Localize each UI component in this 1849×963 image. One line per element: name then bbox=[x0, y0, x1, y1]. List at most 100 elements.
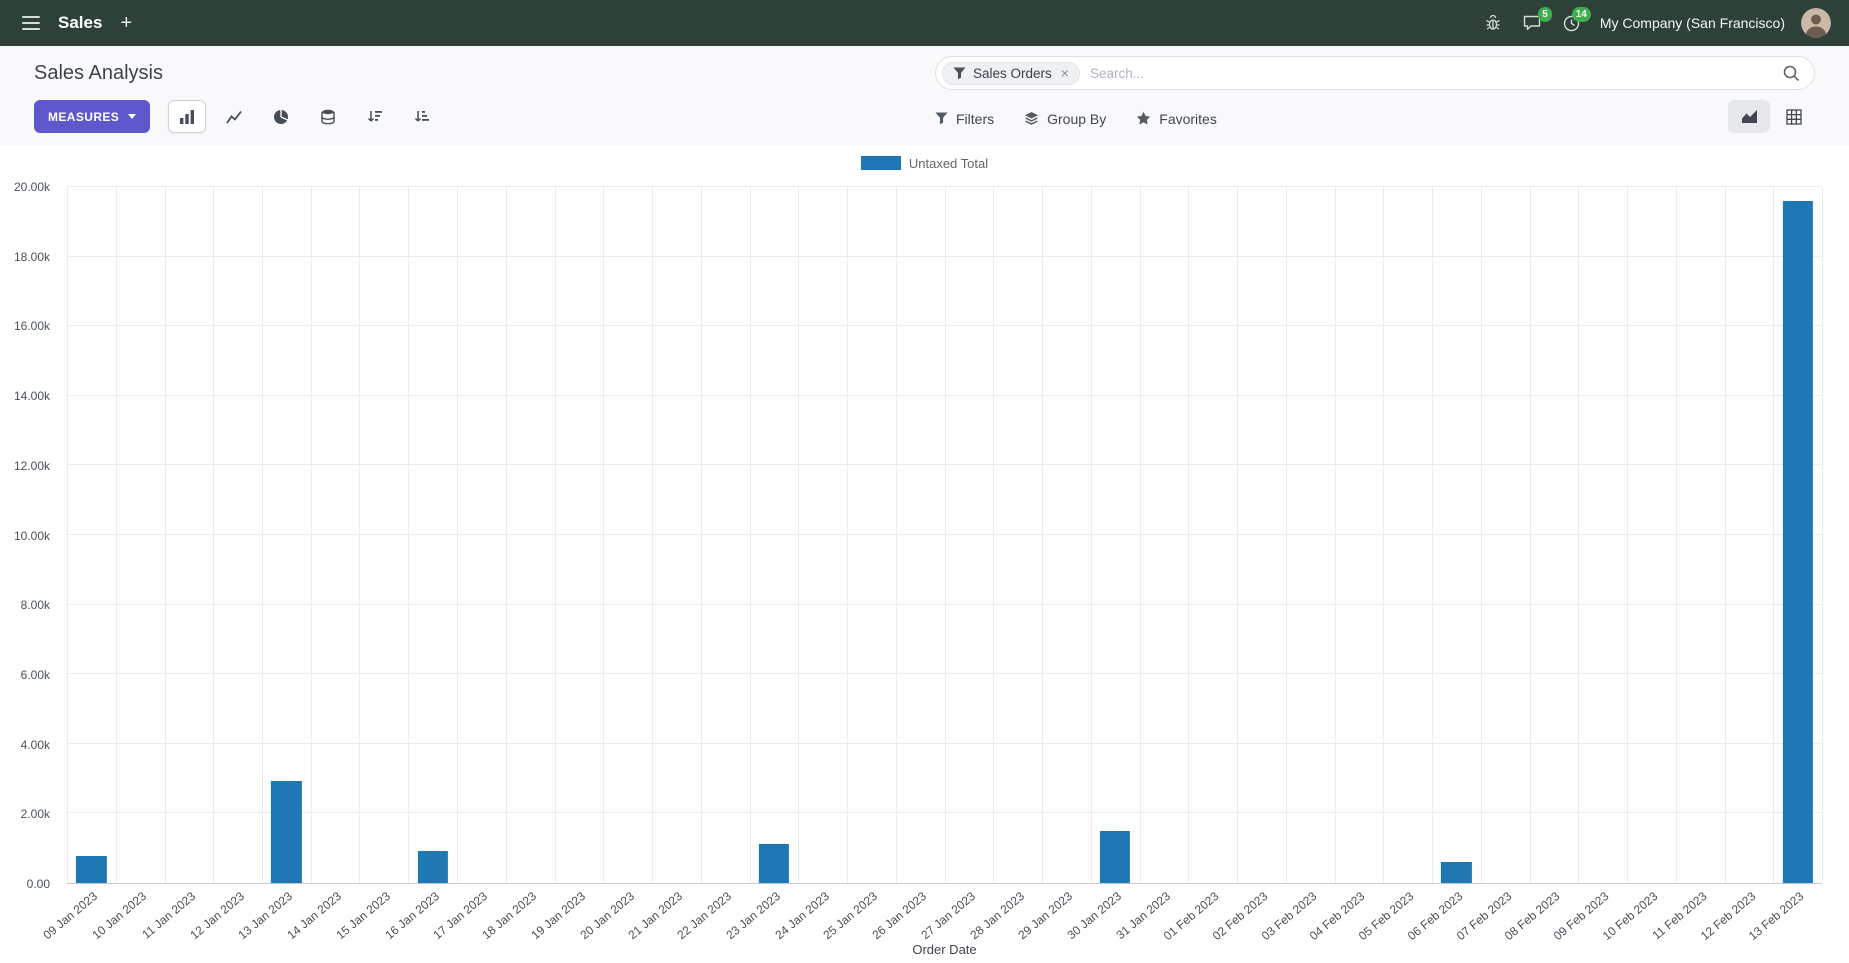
v-gridline bbox=[1724, 187, 1726, 883]
v-gridline bbox=[1139, 187, 1141, 883]
apps-menu-button[interactable] bbox=[16, 10, 46, 36]
v-gridline bbox=[1236, 187, 1238, 883]
group-by-label: Group By bbox=[1047, 110, 1107, 127]
facet-remove-icon[interactable]: × bbox=[1060, 65, 1069, 81]
y-axis: 0.00 2.00k 4.00k 6.00k 8.00k 10.00k 12.00k 14.0… bbox=[0, 180, 58, 891]
bar-chart-icon bbox=[180, 109, 195, 124]
measures-label: Measures bbox=[48, 109, 120, 124]
pivot-view-button[interactable] bbox=[1773, 100, 1815, 133]
avatar bbox=[1801, 8, 1831, 38]
bar[interactable] bbox=[417, 851, 448, 883]
y-tick-label: 14.00k bbox=[13, 389, 50, 404]
v-gridline bbox=[895, 187, 897, 883]
search-options: Filters Group By Favorites bbox=[935, 111, 1217, 127]
filters-label: Filters bbox=[956, 110, 995, 127]
v-gridline bbox=[603, 187, 605, 883]
stacked-toggle-button[interactable] bbox=[309, 100, 347, 133]
y-tick-label: 16.00k bbox=[13, 319, 50, 334]
bar[interactable] bbox=[758, 844, 789, 883]
y-tick-label: 10.00k bbox=[13, 528, 50, 543]
y-tick-label: 2.00k bbox=[20, 807, 50, 822]
y-tick-label: 0.00 bbox=[26, 877, 50, 891]
bar[interactable] bbox=[76, 855, 107, 883]
debug-button[interactable] bbox=[1479, 9, 1507, 37]
bar[interactable] bbox=[1782, 200, 1813, 883]
line-chart-icon bbox=[226, 110, 242, 124]
legend-swatch bbox=[860, 156, 901, 170]
v-gridline bbox=[993, 187, 995, 883]
new-menu-button[interactable]: + bbox=[114, 7, 138, 39]
x-axis-title: Order Date bbox=[912, 942, 977, 957]
clock-icon bbox=[1563, 15, 1580, 31]
v-gridline bbox=[67, 187, 68, 883]
group-by-button[interactable]: Group By bbox=[1024, 111, 1106, 127]
bar[interactable] bbox=[1441, 861, 1472, 883]
v-gridline bbox=[700, 187, 702, 883]
search-input[interactable] bbox=[1079, 65, 1775, 81]
company-name: My Company (San Francisco) bbox=[1599, 15, 1785, 31]
sort-ascending-icon bbox=[415, 110, 430, 122]
v-gridline bbox=[554, 187, 556, 883]
v-gridline bbox=[1675, 187, 1677, 883]
v-gridline bbox=[262, 187, 263, 883]
search-bar[interactable]: Sales Orders × bbox=[935, 56, 1815, 90]
bar-chart-button[interactable] bbox=[168, 100, 207, 133]
search-facet[interactable]: Sales Orders × bbox=[942, 61, 1080, 85]
sort-ascending-button[interactable] bbox=[403, 100, 441, 133]
favorites-button[interactable]: Favorites bbox=[1136, 111, 1217, 127]
v-gridline bbox=[1334, 187, 1336, 883]
user-menu-button[interactable] bbox=[1799, 6, 1833, 40]
v-gridline bbox=[1090, 187, 1092, 883]
v-gridline bbox=[1480, 187, 1482, 883]
messages-button[interactable]: 5 bbox=[1517, 7, 1552, 37]
v-gridline bbox=[847, 187, 848, 883]
messages-badge: 5 bbox=[1538, 7, 1552, 22]
v-gridline bbox=[408, 187, 410, 883]
plot-area bbox=[67, 186, 1823, 884]
star-icon bbox=[1137, 111, 1151, 125]
bar[interactable] bbox=[271, 780, 302, 883]
activities-button[interactable]: 14 bbox=[1557, 6, 1591, 38]
search-facet-label: Sales Orders bbox=[973, 65, 1052, 81]
v-gridline bbox=[115, 187, 117, 883]
pie-chart-button[interactable] bbox=[262, 100, 300, 133]
top-navbar: Sales + 5 14 My Company (San Francisco) bbox=[0, 0, 1849, 46]
v-gridline bbox=[651, 187, 653, 883]
filters-button[interactable]: Filters bbox=[935, 111, 994, 127]
sort-descending-button[interactable] bbox=[356, 100, 394, 133]
graph-view-button[interactable] bbox=[1728, 100, 1770, 133]
y-tick-label: 20.00k bbox=[13, 180, 50, 194]
legend-label: Untaxed Total bbox=[908, 155, 989, 171]
graph-view: Untaxed Total 0.00 2.00k 4.00k 6.00k 8.00k 10… bbox=[0, 145, 1849, 963]
v-gridline bbox=[164, 187, 166, 883]
y-tick-label: 6.00k bbox=[20, 667, 50, 682]
bug-icon bbox=[1486, 15, 1500, 30]
search-icon bbox=[1783, 65, 1800, 81]
y-tick-label: 18.00k bbox=[13, 249, 50, 264]
v-gridline bbox=[1529, 187, 1531, 883]
y-tick-label: 8.00k bbox=[20, 598, 50, 613]
company-switcher[interactable]: My Company (San Francisco) bbox=[1596, 15, 1789, 31]
view-switcher bbox=[1728, 100, 1815, 133]
measures-button[interactable]: Measures bbox=[34, 100, 151, 133]
chart-legend[interactable]: Untaxed Total bbox=[0, 153, 1849, 173]
v-gridline bbox=[749, 187, 751, 883]
page-title: Sales Analysis bbox=[34, 61, 163, 84]
v-gridline bbox=[1383, 187, 1385, 883]
v-gridline bbox=[457, 187, 458, 883]
v-gridline bbox=[1432, 187, 1433, 883]
area-chart-icon bbox=[1741, 110, 1757, 123]
v-gridline bbox=[1627, 187, 1628, 883]
pivot-table-icon bbox=[1786, 108, 1802, 125]
h-gridline bbox=[67, 186, 1822, 187]
app-name[interactable]: Sales bbox=[50, 13, 110, 33]
line-chart-button[interactable] bbox=[215, 100, 253, 133]
y-tick-label: 12.00k bbox=[13, 458, 50, 473]
bar[interactable] bbox=[1100, 831, 1131, 883]
v-gridline bbox=[213, 187, 215, 883]
layers-icon bbox=[1025, 111, 1039, 125]
hamburger-icon bbox=[22, 16, 40, 30]
activities-badge: 14 bbox=[1571, 6, 1591, 22]
search-button[interactable] bbox=[1775, 61, 1808, 86]
favorites-label: Favorites bbox=[1159, 110, 1217, 127]
